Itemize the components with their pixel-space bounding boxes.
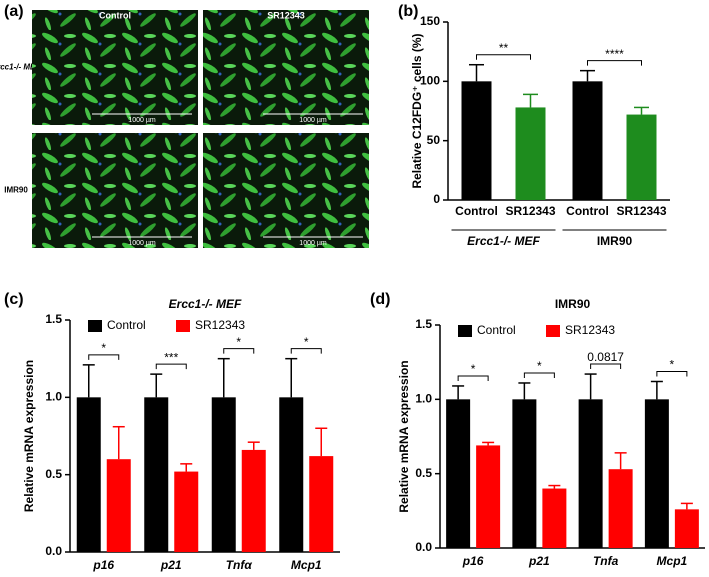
significance-label: ** — [499, 41, 509, 55]
x-tick-label: SR12343 — [505, 204, 555, 218]
bar — [279, 397, 304, 552]
x-tick-label: p16 — [92, 558, 114, 572]
panel-label: (a) — [4, 3, 24, 20]
significance-label: * — [101, 341, 106, 355]
significance-bracket — [88, 354, 120, 360]
significance-label: * — [670, 358, 675, 372]
significance-label: **** — [605, 47, 624, 61]
y-tick-label: 0.5 — [45, 467, 62, 481]
x-tick-label: Tnfa — [593, 554, 619, 568]
legend-label: SR12343 — [565, 323, 615, 337]
bar — [76, 397, 101, 552]
micrograph — [203, 10, 369, 125]
micrograph — [32, 133, 198, 248]
bar — [572, 81, 603, 200]
scale-bar-label: 1000 µm — [128, 240, 156, 247]
panel-label: (b) — [398, 3, 418, 20]
x-tick-label: Control — [566, 204, 609, 218]
bar — [174, 471, 199, 552]
bar — [461, 81, 492, 200]
x-tick-label: p21 — [160, 558, 182, 572]
scale-bar-label: 1000 µm — [299, 240, 327, 247]
x-tick-label: Tnfα — [226, 558, 253, 572]
bar — [309, 456, 334, 552]
significance-label: * — [304, 335, 309, 349]
y-tick-label: 150 — [420, 14, 440, 28]
panel-label: (d) — [370, 291, 390, 308]
chart-title: Ercc1-/- MEF — [169, 297, 242, 311]
x-tick-label: Mcp1 — [291, 558, 322, 572]
legend-swatch — [458, 325, 472, 337]
legend-label: Control — [107, 318, 146, 332]
y-tick-label: 50 — [427, 133, 441, 147]
category-label: Ercc1-/- MEF — [467, 234, 540, 248]
y-tick-label: 1.0 — [45, 390, 62, 404]
category-label: IMR90 — [597, 234, 633, 248]
significance-bracket — [656, 370, 688, 377]
x-tick-label: Mcp1 — [657, 554, 688, 568]
micrograph — [32, 10, 198, 125]
significance-label: *** — [164, 350, 178, 364]
legend-swatch — [88, 320, 102, 332]
panel-label: (c) — [4, 291, 24, 308]
bar — [674, 509, 699, 548]
x-tick-label: p16 — [462, 554, 484, 568]
y-axis-label: Relative mRNA expression — [22, 360, 36, 512]
y-tick-label: 1.5 — [415, 317, 432, 331]
significance-bracket — [457, 375, 489, 381]
micrographs: Ercc1-/- MEF Control 1000 µm SR12343 1000 µm… — [0, 10, 369, 248]
y-tick-label: 0.0 — [45, 544, 62, 558]
significance-bracket — [155, 363, 187, 370]
bar — [476, 445, 501, 548]
column-label: Control — [99, 10, 131, 20]
bar — [542, 488, 567, 548]
legend-label: Control — [477, 323, 516, 337]
significance-label: * — [471, 362, 476, 376]
significance-label: 0.0817 — [587, 350, 624, 364]
charts: 0 50 100 150 Relative C12FDG⁺ cells (%) Contr… — [22, 14, 705, 572]
y-tick-label: 100 — [420, 74, 440, 88]
bar — [106, 459, 131, 552]
y-axis-label: Relative C12FDG⁺ cells (%) — [410, 33, 424, 188]
y-axis-label: Relative mRNA expression — [397, 360, 411, 512]
legend-swatch — [546, 325, 560, 337]
bar — [144, 397, 169, 552]
y-tick-label: 0 — [433, 192, 440, 206]
bar — [446, 399, 471, 548]
y-tick-label: 1.5 — [45, 312, 62, 326]
column-label: SR12343 — [267, 10, 305, 20]
x-tick-label: p21 — [528, 554, 550, 568]
y-tick-label: 0.5 — [415, 466, 432, 480]
bar — [644, 399, 669, 548]
significance-bracket — [476, 54, 531, 60]
legend-label: SR12343 — [195, 318, 245, 332]
bar — [578, 399, 603, 548]
significance-bracket — [523, 372, 555, 378]
bar — [241, 449, 266, 552]
micrograph — [203, 133, 369, 248]
x-tick-label: Control — [455, 204, 498, 218]
scale-bar-label: 1000 µm — [299, 117, 327, 124]
significance-label: * — [236, 335, 241, 349]
significance-bracket — [590, 363, 622, 370]
bar — [626, 114, 657, 200]
bar — [211, 397, 236, 552]
significance-label: * — [537, 359, 542, 373]
chart-title: IMR90 — [555, 297, 591, 311]
y-tick-label: 1.0 — [415, 392, 432, 406]
significance-bracket — [587, 60, 642, 66]
bar — [515, 107, 546, 200]
bar — [608, 469, 633, 548]
bar — [512, 399, 537, 548]
x-tick-label: SR12343 — [616, 204, 666, 218]
legend-swatch — [176, 320, 190, 332]
y-tick-label: 0.0 — [415, 540, 432, 554]
row-label: IMR90 — [4, 186, 28, 195]
significance-bracket — [223, 348, 255, 354]
significance-bracket — [290, 348, 322, 354]
row-label: Ercc1-/- MEF — [0, 63, 41, 72]
scale-bar-label: 1000 µm — [128, 117, 156, 124]
